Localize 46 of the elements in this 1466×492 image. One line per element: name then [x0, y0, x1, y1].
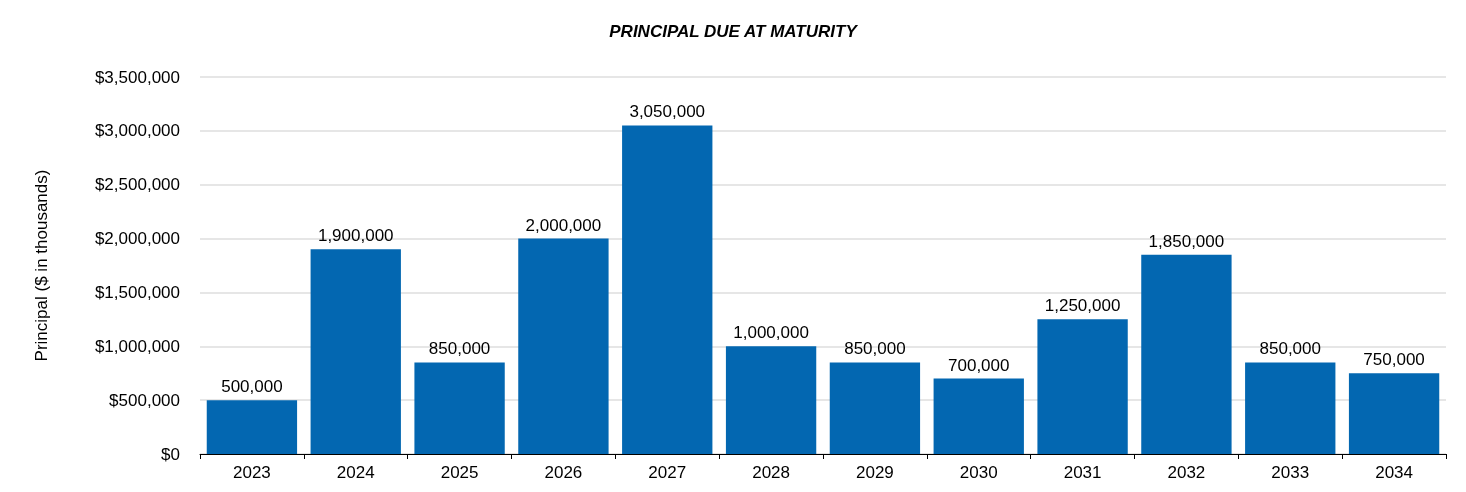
data-label: 1,900,000: [317, 226, 394, 246]
data-label: 1,850,000: [1148, 231, 1225, 251]
y-tick-label: $2,500,000: [94, 175, 180, 195]
y-tick-label: $1,000,000: [94, 336, 180, 356]
data-label: 500,000: [221, 377, 283, 397]
bar: [725, 346, 817, 454]
data-label: 750,000: [1363, 350, 1425, 370]
x-tick-label: 2024: [336, 463, 375, 482]
x-tick-label: 2033: [1271, 463, 1310, 482]
x-tick-label: 2025: [440, 463, 479, 482]
bar: [829, 362, 921, 454]
data-label: 1,250,000: [1044, 296, 1121, 316]
y-tick-label: $500,000: [109, 390, 180, 410]
data-label: 850,000: [844, 339, 906, 359]
bar: [1245, 362, 1336, 454]
bar: [622, 125, 713, 454]
x-tick-label: 2031: [1063, 463, 1102, 482]
data-label: 700,000: [948, 355, 1010, 375]
data-label: 3,050,000: [629, 102, 706, 122]
bar: [414, 362, 505, 454]
x-tick-label: 2034: [1375, 463, 1413, 482]
bar: [933, 378, 1024, 454]
y-tick-label: $1,500,000: [94, 282, 180, 302]
x-tick-label: 2030: [959, 463, 998, 482]
x-tick-label: 2026: [544, 463, 583, 482]
bar: [1037, 319, 1128, 454]
x-tick-label: 2027: [648, 463, 687, 482]
y-axis-title: Principal ($ in thousands): [32, 169, 51, 362]
y-tick-label: $3,000,000: [94, 121, 180, 141]
y-tick-label: $2,000,000: [94, 229, 180, 249]
bar: [1348, 373, 1440, 454]
bar: [206, 400, 298, 454]
chart-title: PRINCIPAL DUE AT MATURITY: [609, 22, 859, 41]
y-tick-label: $0: [161, 444, 180, 464]
bar: [518, 238, 609, 454]
data-label: 1,000,000: [733, 323, 809, 343]
bar: [1141, 254, 1232, 454]
data-label: 850,000: [428, 339, 491, 359]
x-tick-label: 2032: [1167, 463, 1206, 482]
x-tick-label: 2028: [752, 463, 790, 482]
x-tick-label: 2029: [856, 463, 894, 482]
x-tick-label: 2023: [233, 463, 271, 482]
data-label: 850,000: [1259, 339, 1321, 359]
data-label: 2,000,000: [525, 215, 602, 235]
y-tick-label: $3,500,000: [94, 67, 180, 87]
bar: [310, 249, 401, 454]
